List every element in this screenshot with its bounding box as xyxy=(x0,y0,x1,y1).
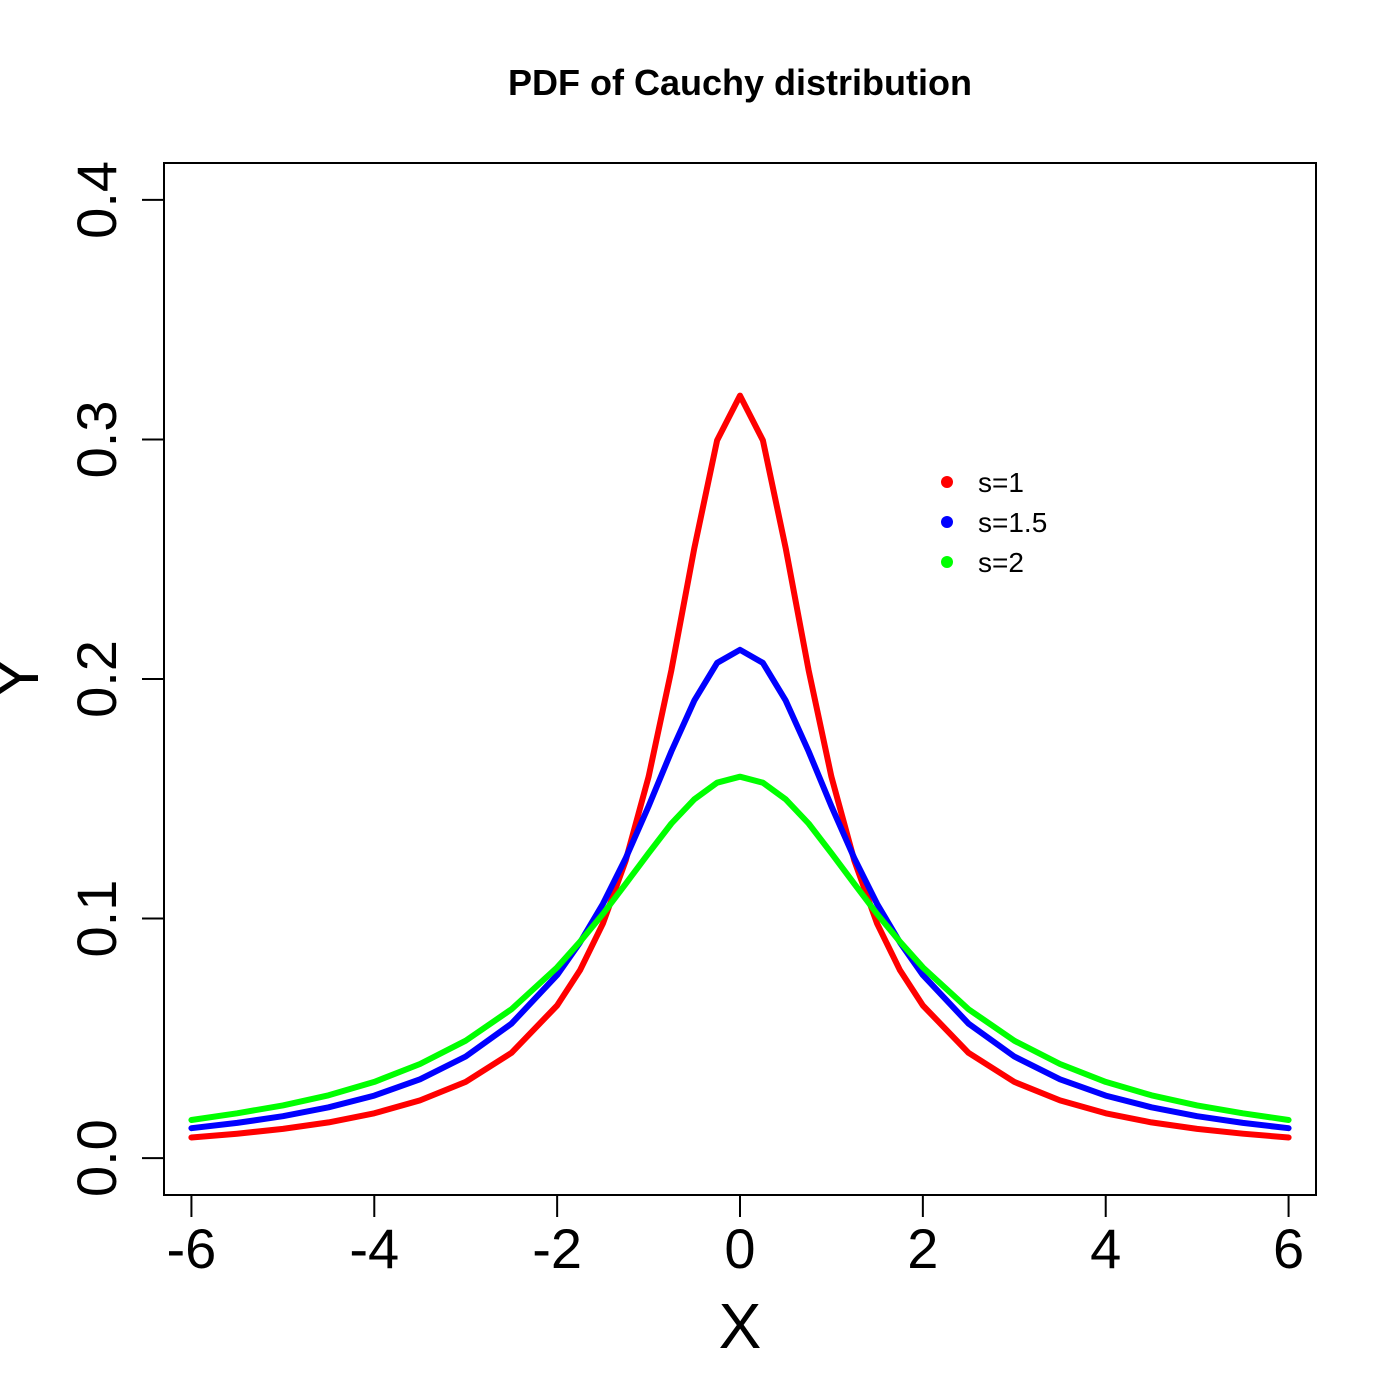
y-axis: 0.0 0.1 0.2 0.3 0.4 xyxy=(65,161,165,1197)
x-tick-label: 6 xyxy=(1273,1217,1304,1280)
y-tick-label: 0.0 xyxy=(65,1119,128,1197)
x-tick-label: 2 xyxy=(907,1217,938,1280)
x-tick-label: 4 xyxy=(1090,1217,1121,1280)
series-line-s-1-5 xyxy=(188,646,1292,1132)
y-tick-label: 0.1 xyxy=(65,880,128,958)
series-line-s-1 xyxy=(188,392,1292,1141)
legend-marker xyxy=(941,476,953,488)
y-tick-label: 0.4 xyxy=(65,161,128,239)
x-tick-label: -2 xyxy=(532,1217,582,1280)
x-axis: -6 -4 -2 0 2 4 6 xyxy=(167,1194,1304,1280)
series-layer xyxy=(188,392,1292,1141)
legend-label: s=2 xyxy=(978,547,1024,578)
series-line-s-2 xyxy=(188,773,1292,1123)
x-tick-label: 0 xyxy=(724,1217,755,1280)
legend-marker xyxy=(941,556,953,568)
legend-label: s=1 xyxy=(978,467,1024,498)
y-axis-title: Y xyxy=(0,657,52,700)
legend-label: s=1.5 xyxy=(978,507,1047,538)
x-tick-label: -6 xyxy=(167,1217,217,1280)
x-tick-label: -4 xyxy=(349,1217,399,1280)
y-tick-label: 0.2 xyxy=(65,640,128,718)
y-tick-label: 0.3 xyxy=(65,401,128,479)
chart-title: PDF of Cauchy distribution xyxy=(508,62,972,103)
legend-marker xyxy=(941,516,953,528)
x-axis-title: X xyxy=(719,1290,762,1362)
legend: s=1 s=1.5 s=2 xyxy=(941,467,1047,578)
